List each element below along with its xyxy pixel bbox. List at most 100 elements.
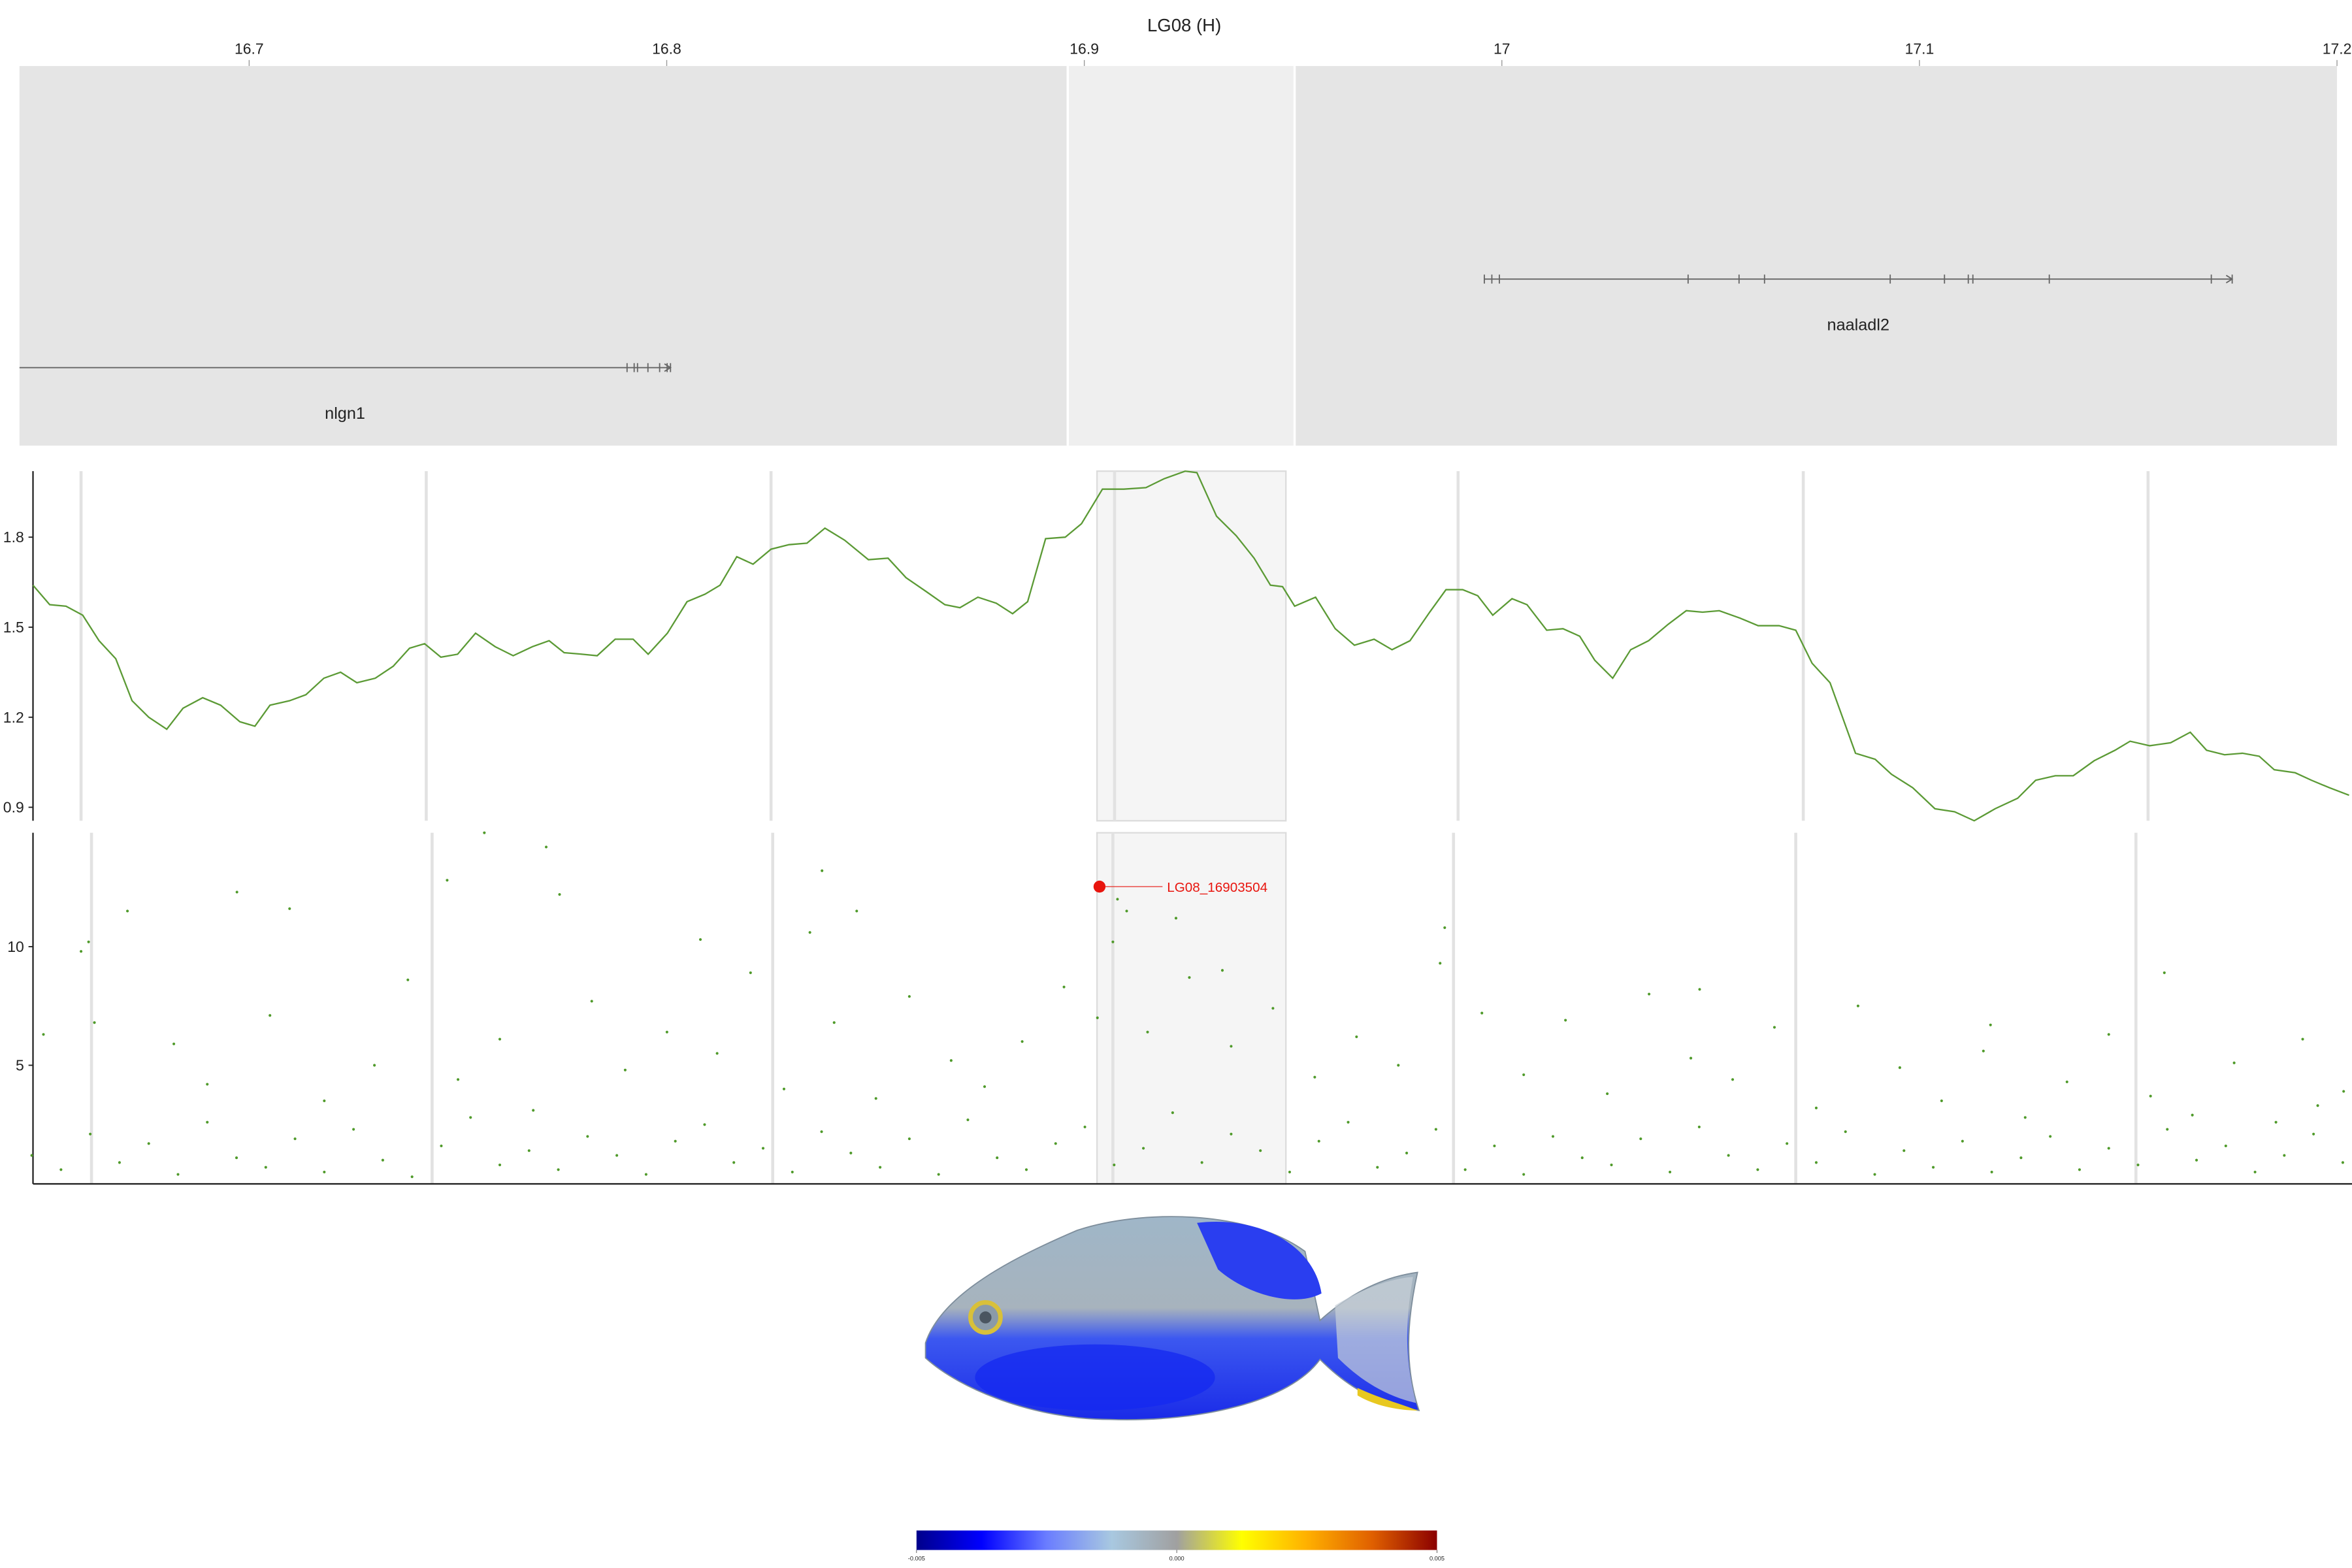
point xyxy=(147,1142,150,1145)
point xyxy=(615,1154,619,1157)
point xyxy=(1355,1035,1358,1038)
point xyxy=(1405,1151,1409,1154)
point xyxy=(1347,1120,1350,1124)
highlight-point xyxy=(1093,880,1106,893)
point xyxy=(1856,1004,1859,1007)
point xyxy=(907,995,911,998)
highlight-region xyxy=(1068,66,1294,446)
point xyxy=(59,1168,63,1171)
point xyxy=(1639,1137,1642,1141)
x-tick-label: 17.2 xyxy=(2323,41,2352,57)
point xyxy=(2149,1094,2152,1098)
point xyxy=(1317,1139,1320,1143)
point xyxy=(126,909,129,913)
x-tick-label: 0.000 xyxy=(1169,1556,1184,1562)
point xyxy=(1271,1007,1275,1010)
point xyxy=(1898,1066,1901,1070)
point xyxy=(1522,1073,1526,1077)
point xyxy=(532,1109,535,1112)
point xyxy=(1698,988,1701,991)
point xyxy=(2163,971,2166,974)
point xyxy=(446,879,449,882)
point xyxy=(1116,898,1119,901)
point xyxy=(1814,1106,1818,1109)
point xyxy=(406,978,410,981)
point xyxy=(1903,1149,1906,1152)
point xyxy=(698,938,702,941)
point xyxy=(1873,1173,1876,1176)
point xyxy=(2107,1147,2110,1150)
point xyxy=(715,1052,719,1055)
point xyxy=(1024,1168,1028,1171)
chart-title: LG08 (H) xyxy=(1147,15,1221,35)
highlight-label: LG08_16903504 xyxy=(1167,880,1267,895)
point xyxy=(665,1030,668,1034)
point xyxy=(820,1130,823,1134)
point xyxy=(1113,1163,1116,1167)
point xyxy=(544,845,548,849)
fish-dorsal-fin xyxy=(1197,1222,1322,1299)
point xyxy=(293,1137,297,1141)
point xyxy=(1648,992,1651,996)
point xyxy=(2065,1080,2068,1083)
fish-image xyxy=(924,1216,1420,1420)
fish-yellow-edge xyxy=(1357,1388,1418,1411)
point xyxy=(832,1021,836,1024)
x-tick-label: 16.9 xyxy=(1070,41,1099,57)
point xyxy=(1814,1161,1818,1164)
point xyxy=(2191,1113,2194,1117)
point xyxy=(703,1123,706,1126)
point xyxy=(264,1166,267,1169)
point xyxy=(498,1163,502,1167)
point xyxy=(2166,1128,2169,1131)
point xyxy=(1125,909,1128,913)
x-tick-label: 17 xyxy=(1494,41,1511,57)
point xyxy=(1230,1132,1233,1135)
point xyxy=(288,907,291,910)
point xyxy=(1606,1092,1609,1096)
point xyxy=(2107,1033,2110,1036)
point xyxy=(1493,1144,1496,1148)
point xyxy=(381,1158,384,1162)
point xyxy=(176,1173,180,1176)
point xyxy=(2283,1154,2286,1157)
x-tick-label: 0.005 xyxy=(1429,1556,1445,1562)
point xyxy=(235,1156,238,1160)
point xyxy=(907,1137,911,1141)
data-line xyxy=(32,470,2349,822)
point xyxy=(623,1068,627,1071)
point xyxy=(996,1156,999,1160)
gene-panel xyxy=(19,66,1067,446)
colorbar xyxy=(916,1530,1437,1550)
point xyxy=(1961,1139,1964,1143)
point xyxy=(1786,1142,1789,1145)
point xyxy=(2316,1104,2319,1107)
point xyxy=(1220,969,1224,972)
point xyxy=(235,890,238,894)
point xyxy=(2078,1168,2082,1171)
point xyxy=(732,1161,736,1164)
highlight-region xyxy=(1096,832,1287,1185)
point xyxy=(949,1059,953,1062)
point xyxy=(206,1120,209,1124)
y-tick-label: 5 xyxy=(16,1057,24,1074)
highlight-region xyxy=(1096,470,1287,822)
point xyxy=(966,1118,970,1122)
point xyxy=(821,869,824,872)
point xyxy=(586,1135,589,1138)
point xyxy=(1230,1045,1233,1048)
point xyxy=(761,1147,765,1150)
point xyxy=(849,1151,853,1154)
point xyxy=(269,1014,272,1017)
point xyxy=(1480,1011,1484,1015)
point xyxy=(1580,1156,1584,1160)
point xyxy=(206,1083,209,1086)
x-tick-label: 16.8 xyxy=(652,41,681,57)
point xyxy=(855,909,858,913)
point xyxy=(1564,1019,1567,1022)
fish-pupil xyxy=(979,1311,992,1324)
point xyxy=(1463,1168,1467,1171)
point xyxy=(1522,1173,1526,1176)
point xyxy=(1111,940,1115,943)
point xyxy=(2049,1135,2052,1138)
